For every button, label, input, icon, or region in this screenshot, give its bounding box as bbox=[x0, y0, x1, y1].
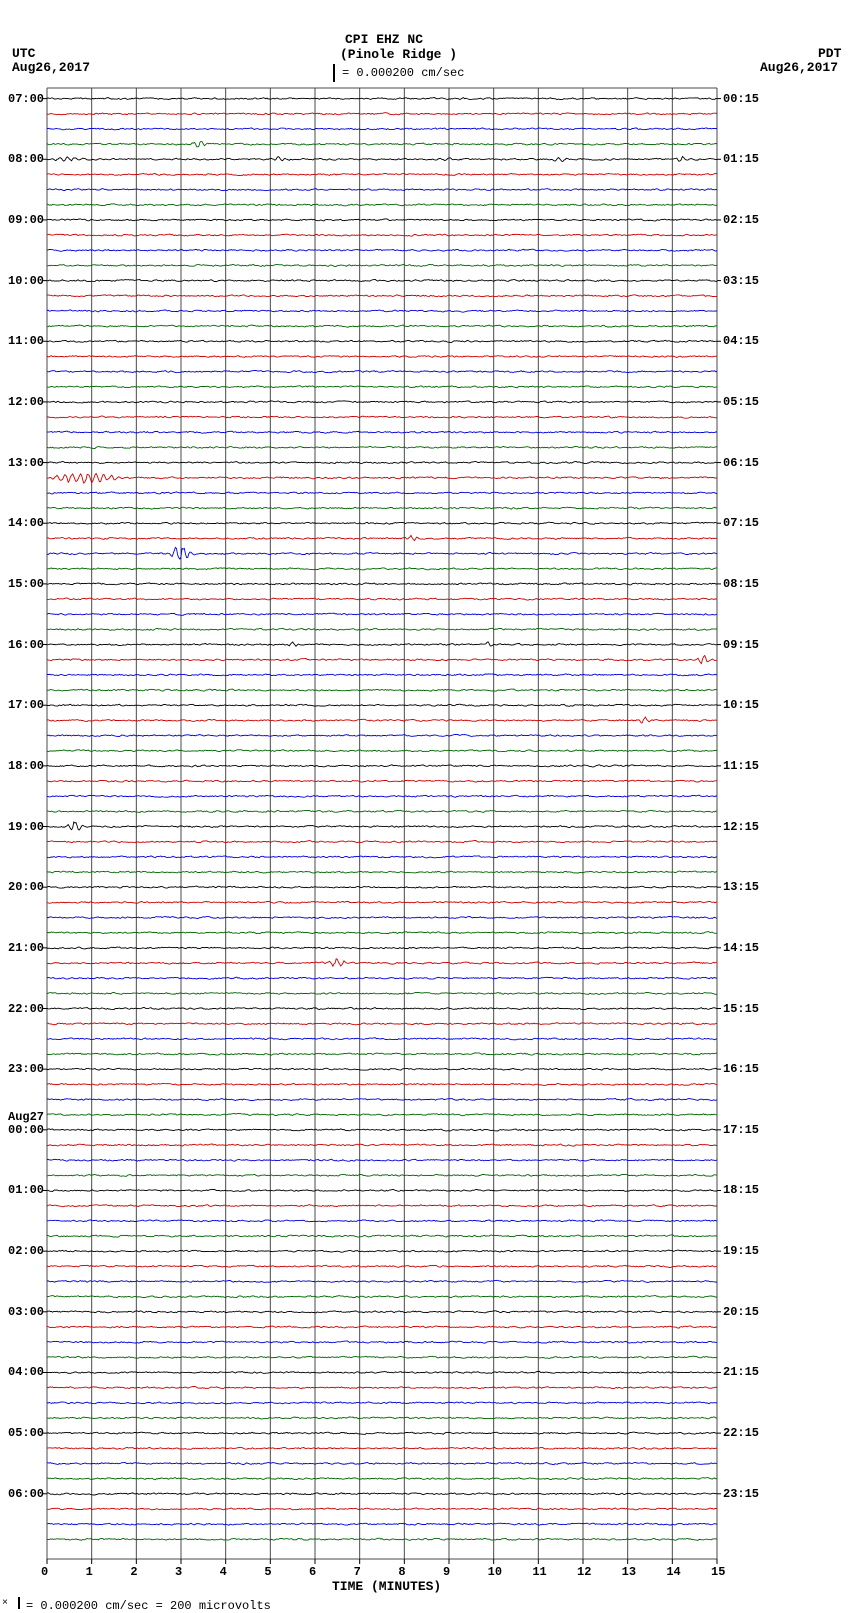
footer-mark: × bbox=[2, 1598, 8, 1609]
date-right-label: Aug26,2017 bbox=[760, 60, 838, 75]
left-hour-label: 05:00 bbox=[8, 1426, 44, 1440]
right-hour-label: 16:15 bbox=[723, 1062, 759, 1076]
right-hour-label: 02:15 bbox=[723, 213, 759, 227]
scale-bar bbox=[333, 64, 335, 82]
x-tick-label: 10 bbox=[488, 1565, 502, 1579]
scale-text: = 0.000200 cm/sec bbox=[342, 66, 464, 80]
x-tick-label: 4 bbox=[220, 1565, 227, 1579]
right-hour-label: 00:15 bbox=[723, 92, 759, 106]
left-hour-label: 04:00 bbox=[8, 1365, 44, 1379]
x-tick-label: 9 bbox=[443, 1565, 450, 1579]
right-hour-label: 17:15 bbox=[723, 1123, 759, 1137]
left-hour-label: 16:00 bbox=[8, 638, 44, 652]
right-hour-label: 06:15 bbox=[723, 456, 759, 470]
left-hour-label: 00:00 bbox=[8, 1123, 44, 1137]
right-hour-label: 20:15 bbox=[723, 1305, 759, 1319]
x-tick-label: 14 bbox=[666, 1565, 680, 1579]
x-tick-label: 11 bbox=[532, 1565, 546, 1579]
right-hour-label: 04:15 bbox=[723, 334, 759, 348]
left-hour-label: 01:00 bbox=[8, 1183, 44, 1197]
x-tick-label: 5 bbox=[264, 1565, 271, 1579]
right-hour-label: 23:15 bbox=[723, 1487, 759, 1501]
left-hour-label: 11:00 bbox=[8, 334, 44, 348]
left-hour-label: 13:00 bbox=[8, 456, 44, 470]
footer-scale-bar bbox=[18, 1597, 20, 1609]
left-hour-label: 10:00 bbox=[8, 274, 44, 288]
right-hour-label: 08:15 bbox=[723, 577, 759, 591]
x-tick-label: 13 bbox=[622, 1565, 636, 1579]
x-tick-label: 1 bbox=[86, 1565, 93, 1579]
right-hour-label: 01:15 bbox=[723, 152, 759, 166]
right-hour-label: 12:15 bbox=[723, 820, 759, 834]
station-channel-title: CPI EHZ NC bbox=[345, 32, 423, 47]
seismogram-container: CPI EHZ NC(Pinole Ridge ) = 0.000200 cm/s… bbox=[0, 0, 850, 1613]
left-hour-label: 17:00 bbox=[8, 698, 44, 712]
left-hour-label: 12:00 bbox=[8, 395, 44, 409]
left-hour-label: 23:00 bbox=[8, 1062, 44, 1076]
right-hour-label: 22:15 bbox=[723, 1426, 759, 1440]
x-tick-label: 6 bbox=[309, 1565, 316, 1579]
left-hour-label: 22:00 bbox=[8, 1002, 44, 1016]
left-hour-label: 21:00 bbox=[8, 941, 44, 955]
x-tick-label: 12 bbox=[577, 1565, 591, 1579]
right-hour-label: 05:15 bbox=[723, 395, 759, 409]
left-hour-label: 03:00 bbox=[8, 1305, 44, 1319]
right-hour-label: 21:15 bbox=[723, 1365, 759, 1379]
right-hour-label: 14:15 bbox=[723, 941, 759, 955]
x-tick-label: 7 bbox=[354, 1565, 361, 1579]
left-hour-label: 14:00 bbox=[8, 516, 44, 530]
x-tick-label: 3 bbox=[175, 1565, 182, 1579]
right-hour-label: 19:15 bbox=[723, 1244, 759, 1258]
right-hour-label: 11:15 bbox=[723, 759, 759, 773]
station-location-subtitle: (Pinole Ridge ) bbox=[340, 47, 457, 62]
tz-right-label: PDT bbox=[818, 46, 841, 61]
right-hour-label: 03:15 bbox=[723, 274, 759, 288]
tz-left-label: UTC bbox=[12, 46, 35, 61]
date-left-label: Aug26,2017 bbox=[12, 60, 90, 75]
left-hour-label: 07:00 bbox=[8, 92, 44, 106]
left-hour-label: 20:00 bbox=[8, 880, 44, 894]
left-date-marker: Aug27 bbox=[8, 1110, 44, 1124]
left-hour-label: 19:00 bbox=[8, 820, 44, 834]
left-hour-label: 02:00 bbox=[8, 1244, 44, 1258]
right-hour-label: 18:15 bbox=[723, 1183, 759, 1197]
left-hour-label: 18:00 bbox=[8, 759, 44, 773]
left-hour-label: 09:00 bbox=[8, 213, 44, 227]
left-hour-label: 08:00 bbox=[8, 152, 44, 166]
x-tick-label: 15 bbox=[711, 1565, 725, 1579]
x-tick-label: 8 bbox=[398, 1565, 405, 1579]
left-hour-label: 15:00 bbox=[8, 577, 44, 591]
right-hour-label: 15:15 bbox=[723, 1002, 759, 1016]
right-hour-label: 13:15 bbox=[723, 880, 759, 894]
x-tick-label: 2 bbox=[130, 1565, 137, 1579]
right-hour-label: 10:15 bbox=[723, 698, 759, 712]
left-hour-label: 06:00 bbox=[8, 1487, 44, 1501]
x-axis-label: TIME (MINUTES) bbox=[332, 1579, 441, 1594]
right-hour-label: 09:15 bbox=[723, 638, 759, 652]
right-hour-label: 07:15 bbox=[723, 516, 759, 530]
x-tick-label: 0 bbox=[41, 1565, 48, 1579]
footer-scale-text: = 0.000200 cm/sec = 200 microvolts bbox=[26, 1599, 271, 1613]
